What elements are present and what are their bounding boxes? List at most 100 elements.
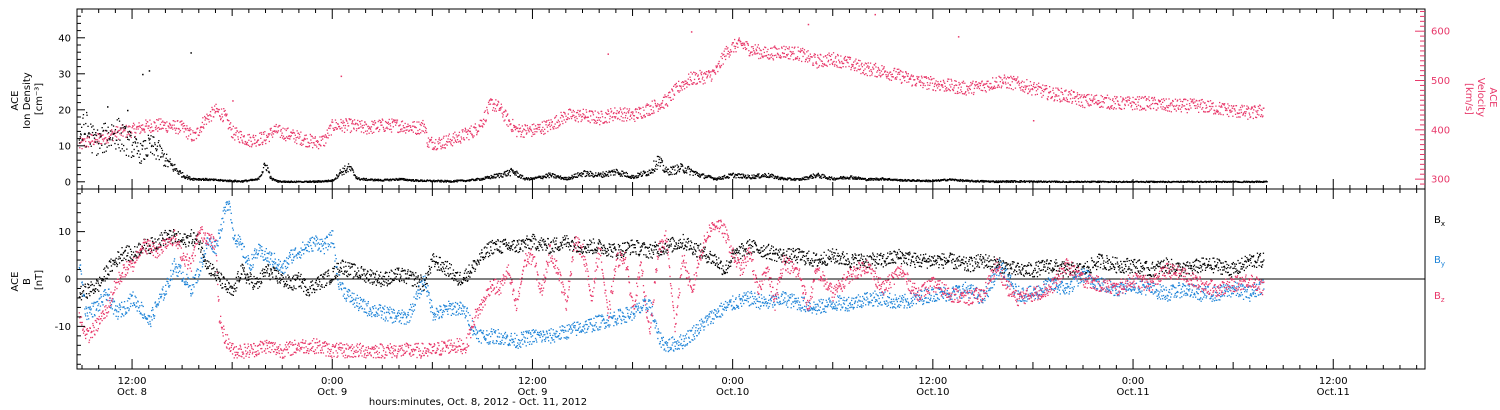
data-point-density xyxy=(1005,181,1007,184)
data-point-density xyxy=(198,178,201,180)
data-point-velocity xyxy=(275,125,277,128)
data-point-velocity xyxy=(798,57,801,60)
data-point-density xyxy=(1031,180,1033,182)
data-point-density xyxy=(560,177,563,179)
data-point-velocity xyxy=(257,139,260,141)
data-point-density xyxy=(942,179,944,181)
data-point-density xyxy=(817,172,819,174)
data-point-velocity xyxy=(147,121,149,123)
data-point-density xyxy=(626,172,628,175)
data-point-density xyxy=(745,174,747,176)
data-point-density xyxy=(89,143,91,145)
data-point-velocity xyxy=(1208,100,1210,103)
data-point-velocity xyxy=(1059,100,1062,102)
data-point-density xyxy=(1148,181,1150,184)
data-point-density xyxy=(982,181,984,183)
data-point-density xyxy=(181,176,183,178)
data-point-velocity xyxy=(1029,90,1031,92)
data-point-density xyxy=(531,177,533,179)
data-point-velocity xyxy=(776,48,778,50)
data-point-velocity xyxy=(211,106,213,109)
data-point-velocity xyxy=(523,129,526,131)
data-point-density xyxy=(976,180,978,182)
data-point-velocity xyxy=(868,67,870,69)
data-point-density xyxy=(757,176,759,178)
data-point-density xyxy=(347,171,349,173)
data-point-velocity xyxy=(461,129,463,131)
data-point-density xyxy=(506,175,508,177)
data-point-velocity xyxy=(313,144,316,146)
data-point-density xyxy=(102,129,105,132)
data-point-density xyxy=(670,172,672,174)
data-point-density xyxy=(652,172,654,174)
data-point-velocity xyxy=(1051,96,1053,98)
data-point-velocity xyxy=(363,124,365,126)
data-point-velocity xyxy=(617,117,619,119)
data-point-density xyxy=(1055,180,1058,182)
data-point-velocity xyxy=(610,108,612,110)
data-point-velocity xyxy=(1228,105,1230,107)
data-point-density xyxy=(400,179,402,181)
data-point-velocity xyxy=(1211,102,1213,105)
data-point-density xyxy=(1028,181,1031,184)
data-point-density xyxy=(714,177,716,179)
data-point-density xyxy=(114,142,116,145)
data-point-velocity xyxy=(809,58,811,60)
data-point-velocity xyxy=(332,127,334,129)
data-point-velocity xyxy=(861,62,863,64)
data-point-velocity xyxy=(392,120,394,123)
data-point-velocity xyxy=(638,106,640,109)
data-point-velocity xyxy=(332,121,334,123)
data-point-velocity xyxy=(941,84,943,86)
data-point-velocity xyxy=(1234,113,1237,115)
data-point-density xyxy=(651,168,653,170)
data-point-velocity xyxy=(300,131,302,133)
data-point-density xyxy=(977,179,979,182)
data-point-velocity xyxy=(980,89,982,91)
data-point-velocity xyxy=(388,123,390,125)
data-point-density xyxy=(524,179,526,181)
data-point-velocity xyxy=(98,140,100,142)
data-point-velocity xyxy=(522,130,524,132)
data-point-density xyxy=(445,181,447,183)
data-point-velocity xyxy=(992,86,995,89)
data-point-density xyxy=(306,181,308,183)
data-point-velocity xyxy=(183,125,186,127)
data-point-velocity xyxy=(998,75,1000,77)
data-point-density xyxy=(870,179,872,181)
data-point-velocity xyxy=(736,43,739,45)
data-point-velocity xyxy=(848,56,851,58)
data-point-density xyxy=(144,140,147,142)
data-point-velocity xyxy=(1175,105,1177,107)
data-point-velocity xyxy=(455,134,457,136)
data-point-density xyxy=(251,179,253,182)
data-point-velocity xyxy=(1046,87,1048,90)
data-point-density xyxy=(629,177,632,179)
data-point-velocity xyxy=(793,53,795,55)
data-point-density xyxy=(276,180,278,182)
data-point-density xyxy=(341,171,344,173)
data-point-density xyxy=(983,180,985,182)
data-point-velocity xyxy=(179,129,182,132)
data-point-density xyxy=(758,177,760,179)
data-point-density xyxy=(291,180,293,183)
data-point-density xyxy=(112,133,114,135)
data-point-velocity xyxy=(499,109,501,111)
data-point-velocity xyxy=(678,85,681,87)
data-point-velocity xyxy=(985,83,987,85)
data-point-density xyxy=(613,169,615,171)
data-point-velocity xyxy=(717,70,719,73)
data-point-velocity xyxy=(901,75,904,77)
data-point-density xyxy=(881,178,883,180)
data-point-velocity xyxy=(644,116,646,118)
data-point-velocity xyxy=(247,144,250,146)
data-point-density xyxy=(341,174,343,176)
data-point-velocity xyxy=(1138,96,1141,98)
data-point-velocity xyxy=(964,82,966,84)
data-point-velocity xyxy=(262,131,265,134)
data-point-density xyxy=(407,180,409,182)
data-point-density xyxy=(969,180,971,182)
data-point-density xyxy=(99,136,101,138)
data-point-velocity xyxy=(1254,105,1256,107)
data-point-velocity xyxy=(106,139,108,141)
